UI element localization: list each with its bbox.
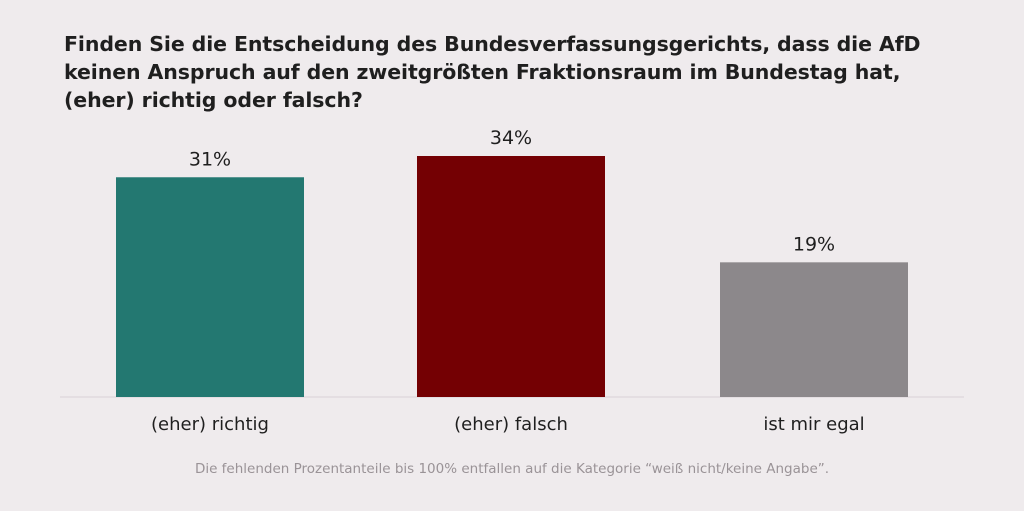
bar-1 <box>417 156 605 397</box>
bar-2 <box>720 262 908 397</box>
data-label-0: 31% <box>189 148 231 170</box>
bars-group: 31% (eher) richtig 34% (eher) falsch 19% ist … <box>116 127 908 435</box>
footnote: Die fehlenden Prozentanteile bis 100% en… <box>194 461 830 477</box>
category-label-0: (eher) richtig <box>151 414 269 435</box>
chart-title: Finden Sie die Entscheidung des Bundesve… <box>64 32 921 112</box>
data-label-1: 34% <box>490 127 532 149</box>
bar-0 <box>116 177 304 397</box>
category-label-2: ist mir egal <box>763 414 864 435</box>
data-label-2: 19% <box>793 233 835 255</box>
category-label-1: (eher) falsch <box>454 414 568 435</box>
